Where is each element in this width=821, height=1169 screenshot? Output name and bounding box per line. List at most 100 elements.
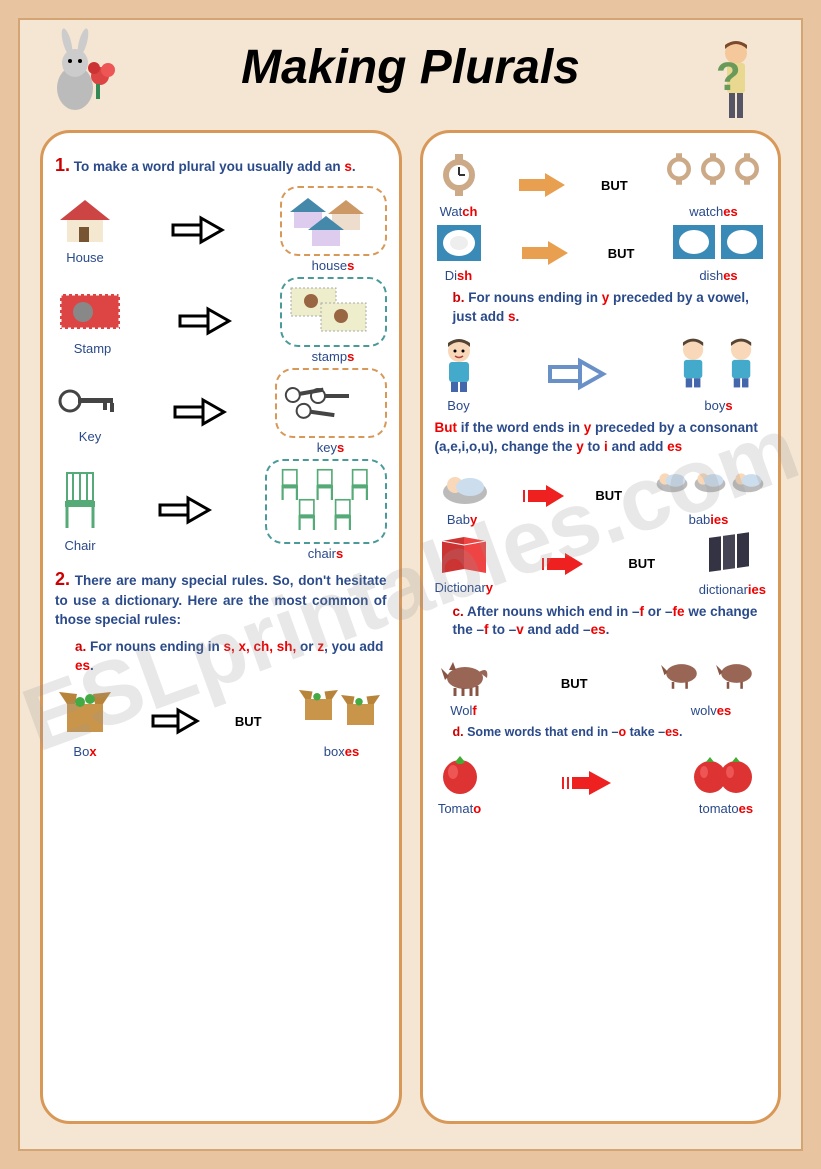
label: wolves [656, 703, 766, 718]
boys-icon [671, 381, 766, 396]
label: boys [671, 398, 766, 413]
page-title: Making Plurals [20, 20, 801, 95]
plural-cell: boys [671, 335, 766, 413]
singular-cell: Box [55, 684, 115, 759]
arrow-icon [157, 495, 212, 525]
rule-letter: d. [453, 725, 464, 739]
but-label: BUT [595, 488, 622, 503]
example-row: Watch BUT watches [435, 151, 767, 219]
t: or [296, 639, 317, 654]
person-question-icon: ? [701, 35, 771, 130]
right-column: Watch BUT watches Dish BUT [420, 130, 782, 1124]
label: Tomato [435, 801, 485, 816]
but-label: BUT [561, 676, 588, 691]
dish-icon [435, 251, 483, 266]
house-icon [55, 233, 115, 248]
t: take – [626, 725, 665, 739]
tomatoes-icon [686, 784, 766, 799]
label: Dictionary [435, 580, 494, 595]
t: For nouns ending in [468, 290, 601, 305]
watches-icon [661, 187, 766, 202]
rule-letter: c. [453, 604, 464, 619]
example-row: Stamp stamps [55, 277, 387, 364]
plural-group [280, 186, 387, 256]
arrow-icon [150, 707, 200, 735]
suffix: s [344, 159, 352, 174]
label: stamps [280, 349, 387, 364]
suffix: s [725, 398, 732, 413]
arrow-icon [516, 169, 568, 201]
t: . [90, 658, 94, 673]
label: chairs [265, 546, 387, 561]
box-icon [55, 727, 115, 742]
suffix: es [75, 658, 90, 673]
but-label: BUT [601, 178, 628, 193]
suffix: es [723, 204, 737, 219]
arrow-icon [170, 215, 225, 245]
example-row: Dish BUT dishes [435, 223, 767, 283]
singular-cell: Watch [435, 151, 483, 219]
t: and add – [524, 622, 591, 637]
worksheet-page: ESLprintables.com Making Plurals ? [18, 18, 803, 1151]
arrow-icon [537, 551, 585, 577]
watch-icon [435, 187, 483, 202]
chair-icon [55, 521, 105, 536]
arrow-icon [518, 483, 566, 509]
plural-group [280, 277, 387, 347]
singular-cell: Wolf [435, 648, 493, 718]
suffix: es [723, 268, 737, 283]
arrow-icon [557, 769, 613, 797]
stem: bab [689, 512, 711, 527]
rule-1: 1. To make a word plural you usually add… [55, 153, 387, 178]
o: o [619, 725, 627, 739]
but-label: BUT [235, 714, 262, 729]
stem: dish [699, 268, 723, 283]
singular-cell: Stamp [55, 286, 130, 356]
end: ch [462, 204, 477, 219]
stem: Dictionar [435, 580, 486, 595]
t: and add [608, 439, 667, 454]
label: Chair [55, 538, 105, 553]
plural-group [275, 368, 387, 438]
stem: watch [689, 204, 723, 219]
columns: 1. To make a word plural you usually add… [20, 130, 801, 1144]
t: . [606, 622, 610, 637]
plural-cell: tomatoes [686, 750, 766, 816]
plural-cell: keys [275, 368, 387, 455]
stem: Bo [73, 744, 89, 759]
t: to [584, 439, 604, 454]
endings: s, x, ch, sh, [224, 639, 297, 654]
example-row: Key keys [55, 368, 387, 455]
baby-icon [435, 495, 490, 510]
example-row: Chair chairs [55, 459, 387, 561]
rule-2b-but: But if the word ends in y preceded by a … [435, 419, 767, 457]
boy-icon [435, 381, 483, 396]
example-row: House houses [55, 186, 387, 273]
label: watches [661, 204, 766, 219]
rule-2d: d. Some words that end in –o take –es. [435, 724, 767, 742]
suffix: s [336, 546, 343, 561]
y2: y [576, 439, 584, 454]
label: dishes [671, 268, 766, 283]
stem: key [317, 440, 337, 455]
label: Stamp [55, 341, 130, 356]
plural-cell: wolves [656, 648, 766, 718]
rule-letter: b. [453, 290, 465, 305]
label: Dish [435, 268, 483, 283]
rule-2: 2. There are many special rules. So, don… [55, 567, 387, 630]
dishes-icon [671, 251, 766, 266]
rule-2a: a. For nouns ending in s, x, ch, sh, or … [55, 638, 387, 676]
suffix: ies [748, 582, 766, 597]
rule-text: There are many special rules. So, don't … [55, 573, 387, 627]
v: v [516, 622, 524, 637]
dictionary-icon [438, 563, 490, 578]
suffix: s [508, 309, 516, 324]
stem: boy [704, 398, 725, 413]
bunny-icon [40, 28, 125, 128]
but-label: BUT [608, 246, 635, 261]
arrow-icon [519, 237, 571, 269]
singular-cell: Dish [435, 223, 483, 283]
stem: Wat [440, 204, 463, 219]
rule-number: 1. [55, 155, 70, 175]
singular-cell: Key [55, 379, 125, 444]
